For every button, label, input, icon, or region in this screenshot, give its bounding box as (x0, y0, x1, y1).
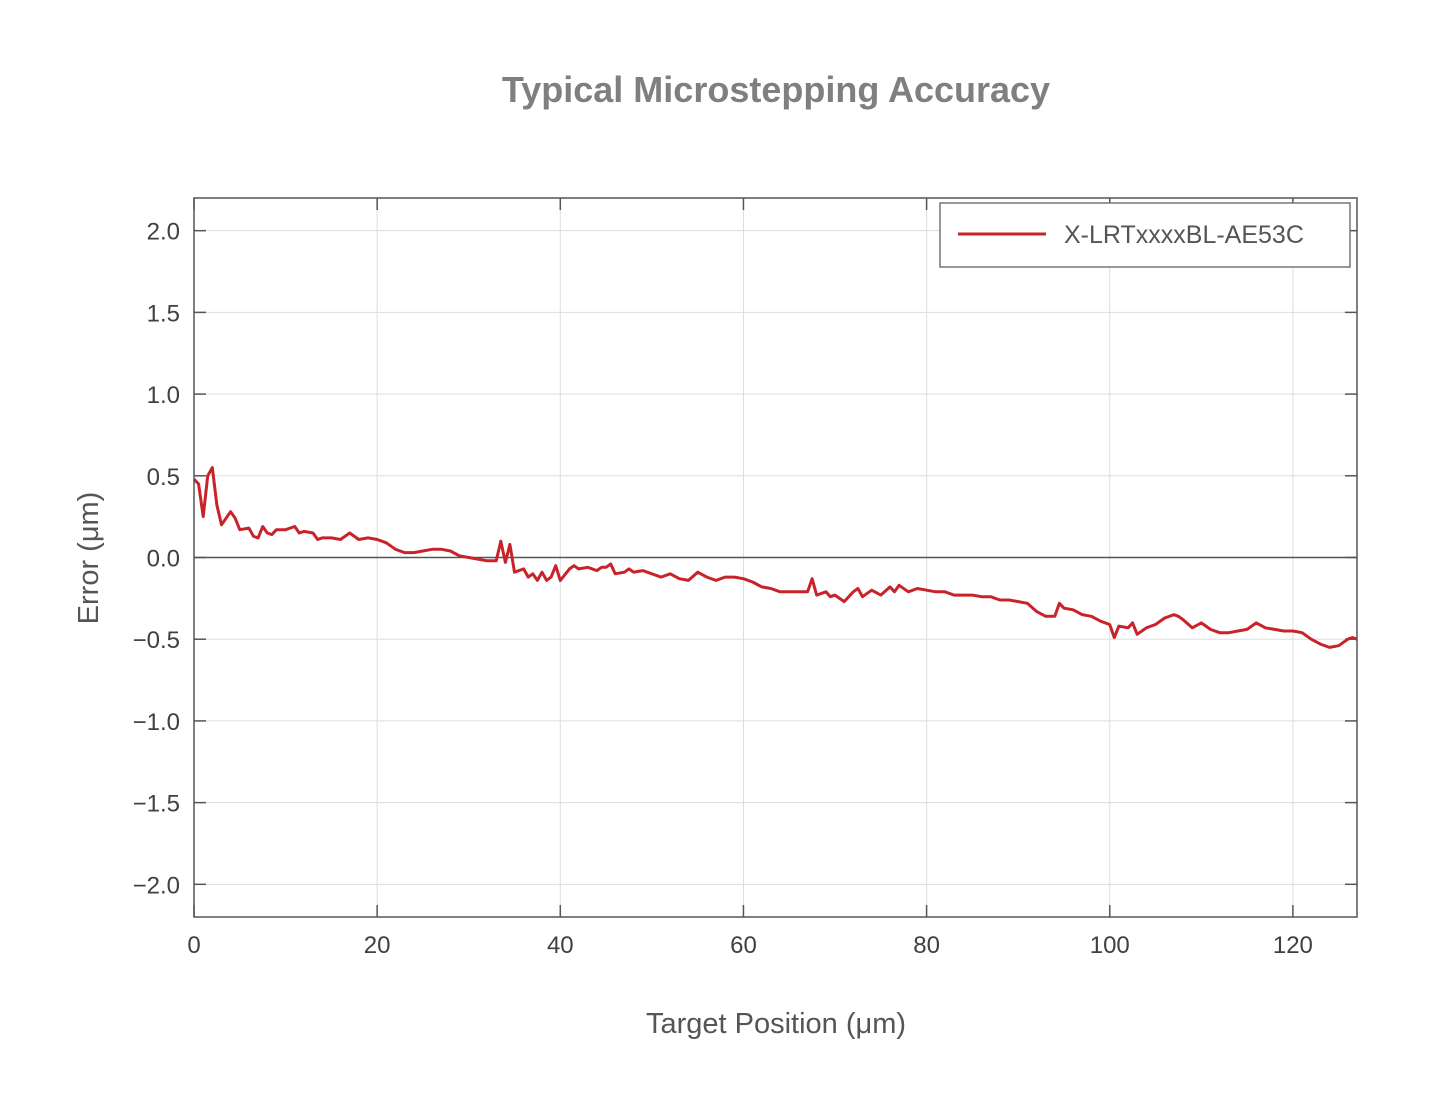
y-tick-label: 2.0 (147, 219, 180, 246)
y-tick-label: 1.0 (147, 382, 180, 409)
legend: X-LRTxxxxBL-AE53C (939, 202, 1351, 268)
x-tick-label: 80 (913, 932, 940, 959)
y-tick-label: −1.5 (133, 791, 180, 818)
series-layer (192, 466, 1358, 649)
axis-ticks (193, 198, 1357, 917)
x-tick-labels: 0 20 40 60 80 100 120 (187, 932, 1313, 959)
x-tick-label: 20 (364, 932, 391, 959)
x-axis-label: Target Position (μm) (646, 1008, 906, 1040)
chart-title: Typical Microstepping Accuracy (502, 69, 1050, 110)
x-tick-label: 100 (1090, 932, 1130, 959)
legend-label: X-LRTxxxxBL-AE53C (1064, 221, 1304, 249)
y-tick-label: 1.5 (147, 300, 180, 327)
y-tick-label: −0.5 (133, 627, 180, 654)
grid (193, 198, 1357, 917)
y-tick-label: 0.5 (147, 464, 180, 491)
y-tick-label: −2.0 (133, 872, 180, 899)
plot-frame (193, 197, 1358, 918)
series-line (192, 466, 1358, 649)
y-tick-label: −1.0 (133, 709, 180, 736)
y-axis-label: Error (μm) (73, 492, 105, 625)
x-tick-label: 0 (187, 932, 200, 959)
y-tick-labels: 2.0 1.5 1.0 0.5 0.0 −0.5 −1.0 −1.5 −2.0 (133, 219, 180, 900)
y-tick-label: 0.0 (147, 546, 180, 573)
x-tick-label: 40 (547, 932, 574, 959)
x-tick-label: 60 (730, 932, 757, 959)
x-tick-label: 120 (1273, 932, 1313, 959)
